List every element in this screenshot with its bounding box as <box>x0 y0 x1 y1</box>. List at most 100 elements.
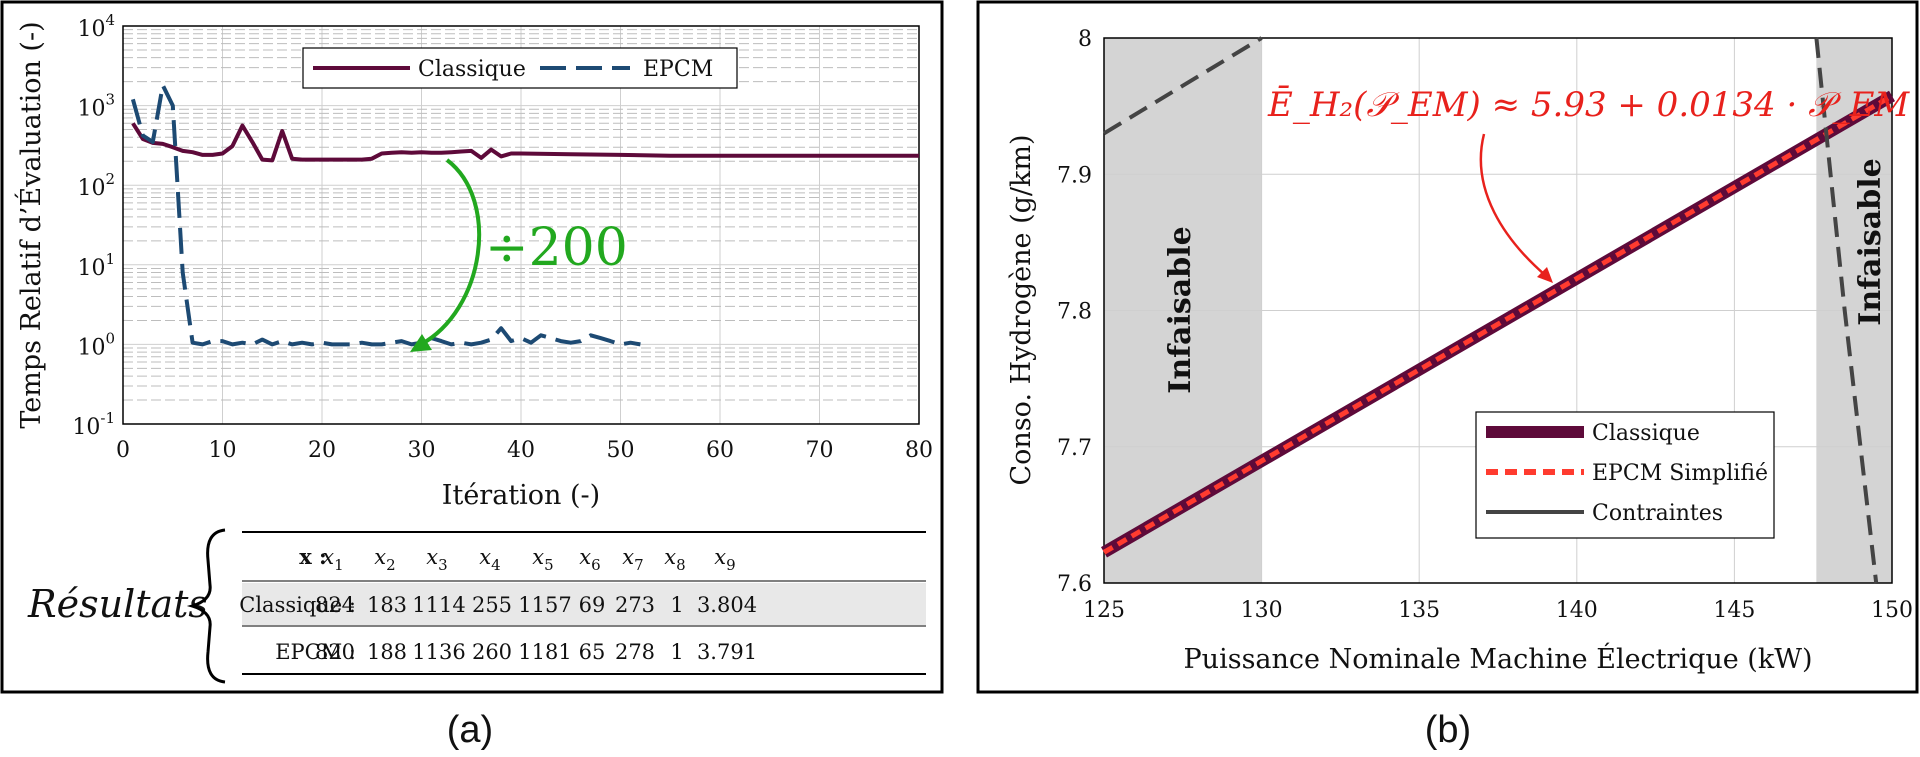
x-tick-label: 145 <box>1713 598 1755 623</box>
panel-b-y-ticks: 7.6 7.7 7.8 7.9 8 <box>1057 27 1092 597</box>
table-column-header: x7 <box>622 545 643 574</box>
table-cell: 820 <box>315 640 355 664</box>
y-tick-label: 10-1 <box>72 409 115 440</box>
table-column-header: x9 <box>714 545 735 574</box>
y-tick-label: 7.7 <box>1057 436 1092 461</box>
x-tick-label: 40 <box>507 438 535 463</box>
x-tick-label: 50 <box>607 438 635 463</box>
series-line-epcm-simplifié <box>1102 93 1894 555</box>
panel-a-frame <box>0 0 944 694</box>
y-tick-label: 102 <box>77 170 115 201</box>
infaisable-right-label: Infaisable <box>1853 158 1888 325</box>
y-tick-label: 103 <box>77 91 115 122</box>
table-column-header: x3 <box>426 545 447 574</box>
series-line-contraintes <box>1814 37 1879 584</box>
y-tick-label: 7.9 <box>1057 163 1092 188</box>
panel-a-axes-box <box>122 25 920 425</box>
equation-label: Ē_H₂(𝒫_EM) ≈ 5.93 + 0.0134 · 𝒫_EM <box>1267 85 1910 125</box>
table-row-shade <box>242 583 926 625</box>
table-header-row: x1 x2 x3 x4 x5 x6 x7 x8 x9 <box>322 545 735 574</box>
x-tick-label: 10 <box>209 438 237 463</box>
equation-arrowhead <box>1537 267 1553 283</box>
table-cell: 1 <box>670 593 683 617</box>
equation-annotation: Ē_H₂(𝒫_EM) ≈ 5.93 + 0.0134 · 𝒫_EM <box>1267 85 1910 283</box>
x-tick-label: 135 <box>1398 598 1440 623</box>
x-tick-label: 70 <box>806 438 834 463</box>
table-body: Classique :824 183 1114 255 1157 69 273 1 3.804 E… <box>239 593 757 664</box>
table-cell: 188 <box>367 640 407 664</box>
y-tick-label: 100 <box>77 329 115 360</box>
x-tick-label: 150 <box>1871 598 1913 623</box>
table-cell: 1136 <box>412 640 465 664</box>
table-cell: 1181 <box>518 640 571 664</box>
table-cell: 260 <box>472 640 512 664</box>
panel-b-x-ticks: 125 130 135 140 145 150 <box>1083 598 1913 623</box>
table-cell: 1157 <box>518 593 571 617</box>
x-tick-label: 140 <box>1556 598 1598 623</box>
series-line-classique <box>131 122 919 163</box>
y-tick-label: 101 <box>77 250 115 281</box>
table-cell: 255 <box>472 593 512 617</box>
results-brace <box>186 528 226 684</box>
speedup-annotation: ÷200 <box>410 158 628 352</box>
table-cell: 278 <box>615 640 655 664</box>
table-cell: 3.791 <box>697 640 757 664</box>
table-header-label: x : <box>299 544 327 569</box>
table-cell: 273 <box>615 593 655 617</box>
table-row-label: EPCM : <box>275 640 356 664</box>
legend-label-epcm: EPCM <box>643 57 713 82</box>
series-line-contraintes <box>1102 36 1263 136</box>
table-cell: 183 <box>367 593 407 617</box>
series-line-epcm <box>130 83 641 347</box>
x-tick-label: 60 <box>706 438 734 463</box>
x-tick-label: 30 <box>408 438 436 463</box>
table-row-label: Classique : <box>239 593 356 617</box>
legend-label-classique: Classique <box>418 57 526 82</box>
legend-label-epcm-b: EPCM Simplifié <box>1592 461 1768 486</box>
speedup-arrowhead <box>410 334 432 352</box>
panel-b-x-axis-label: Puissance Nominale Machine Électrique (k… <box>1184 642 1813 675</box>
x-tick-label: 130 <box>1241 598 1283 623</box>
table-column-header: x6 <box>579 545 600 574</box>
panel-a-label: (a) <box>447 709 493 751</box>
x-tick-label: 0 <box>116 438 130 463</box>
speedup-arrow <box>419 158 482 347</box>
panel-b-y-axis-label: Conso. Hydrogène (g/km) <box>1006 135 1037 486</box>
panel-b-frame <box>976 0 1919 694</box>
legend-label-classique-b: Classique <box>1592 421 1700 446</box>
panel-a-x-ticks: 0 10 20 30 40 50 60 70 80 <box>116 438 933 463</box>
panel-a-y-axis-label: Temps Relatif d’Évaluation (-) <box>14 21 47 428</box>
table-cell: 65 <box>579 640 606 664</box>
y-tick-label: 8 <box>1078 27 1092 52</box>
table-cell: 824 <box>315 593 355 617</box>
table-column-header: x2 <box>374 545 395 574</box>
table-column-header: x5 <box>532 545 553 574</box>
table-column-header: x1 <box>322 545 343 574</box>
equation-arrow <box>1479 133 1546 276</box>
y-tick-label: 104 <box>77 11 115 42</box>
x-tick-label: 125 <box>1083 598 1125 623</box>
panel-a-series <box>130 83 919 347</box>
panel-a-x-axis-label: Itération (-) <box>442 480 600 511</box>
panel-a-legend: Classique EPCM <box>302 47 738 89</box>
results-table: Résultats x : x1 x2 x3 x4 x5 x6 x7 x8 x9 Classiq… <box>27 528 926 684</box>
speedup-label: ÷200 <box>485 218 628 278</box>
panel-b-legend: Classique EPCM Simplifié Contraintes <box>1475 411 1775 539</box>
panel-b-series <box>1100 36 1896 584</box>
table-cell: 1 <box>670 640 683 664</box>
panel-b-axes-box <box>1103 37 1893 584</box>
y-tick-label: 7.6 <box>1057 572 1092 597</box>
panel-a-y-ticks: 10-1 100 101 102 103 104 <box>72 11 115 440</box>
x-tick-label: 80 <box>905 438 933 463</box>
table-column-header: x4 <box>479 545 500 574</box>
table-cell: 3.804 <box>697 593 757 617</box>
x-tick-label: 20 <box>308 438 336 463</box>
table-cell: 69 <box>579 593 606 617</box>
results-title: Résultats <box>27 582 208 626</box>
legend-label-contraintes: Contraintes <box>1592 501 1723 526</box>
table-column-header: x8 <box>664 545 685 574</box>
table-cell: 1114 <box>412 593 465 617</box>
panel-b-label: (b) <box>1425 709 1471 751</box>
y-tick-label: 7.8 <box>1057 300 1092 325</box>
